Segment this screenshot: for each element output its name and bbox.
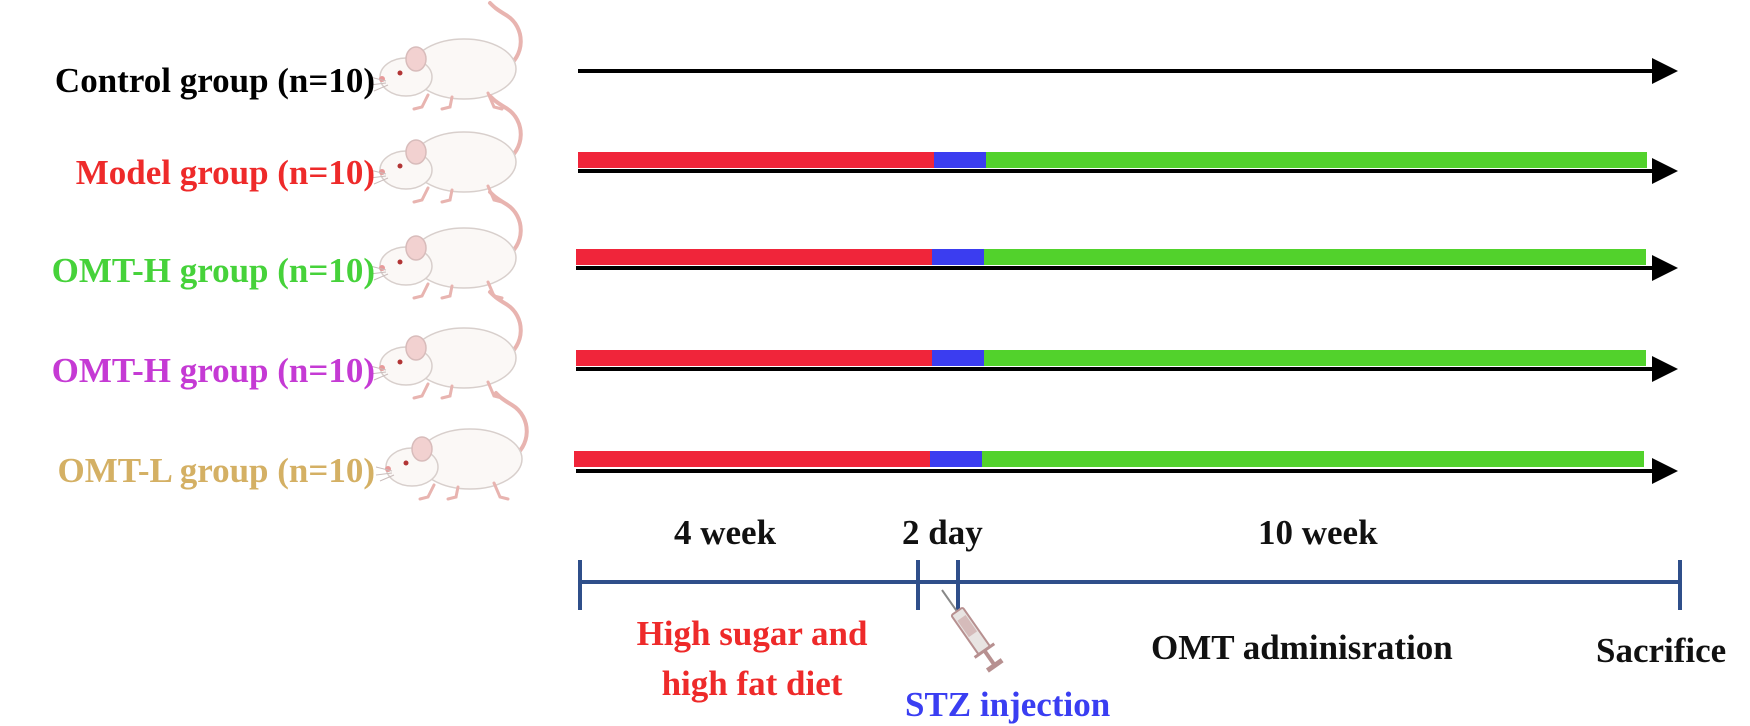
group-row-omt-l: [574, 451, 1678, 484]
rat-icon: [368, 190, 523, 300]
phase-label-omt: OMT adminisration: [1151, 628, 1453, 667]
arrowhead: [1652, 458, 1678, 484]
group-label-omt-h-1: OMT-H group (n=10): [51, 251, 375, 290]
rat-icon: [368, 290, 523, 400]
group-row-omt-h-1: [576, 249, 1678, 281]
duration-omt: 10 week: [1258, 513, 1378, 552]
group-row-control: [578, 58, 1678, 84]
phase-label-diet: High sugar and high fat diet: [636, 614, 868, 703]
rat-icon: [374, 391, 529, 501]
stz-bar: [932, 249, 984, 265]
group-label-omt-l: OMT-L group (n=10): [57, 451, 375, 490]
omt-bar: [982, 451, 1644, 467]
rat-icon: [368, 1, 523, 111]
diet-bar: [578, 152, 934, 168]
rat-icon: [368, 94, 523, 204]
arrowhead: [1652, 356, 1678, 382]
duration-diet: 4 week: [674, 513, 777, 552]
group-label-model: Model group (n=10): [75, 153, 375, 192]
phase-label-sacrifice: Sacrifice: [1596, 631, 1727, 670]
group-label-omt-h-2: OMT-H group (n=10): [51, 351, 375, 390]
time-scale: [578, 560, 1682, 610]
group-label-control: Control group (n=10): [54, 61, 375, 100]
omt-bar: [984, 350, 1646, 366]
arrowhead: [1652, 58, 1678, 84]
stz-bar: [934, 152, 986, 168]
diet-bar: [576, 249, 932, 265]
diet-bar: [576, 350, 932, 366]
phase-label-stz: STZ injection: [905, 685, 1111, 724]
stz-bar: [932, 350, 984, 366]
duration-stz: 2 day: [902, 513, 983, 552]
diet-bar: [574, 451, 930, 467]
syringe-icon: [941, 589, 1004, 673]
arrowhead: [1652, 255, 1678, 281]
group-row-model: [578, 152, 1678, 184]
omt-bar: [984, 249, 1646, 265]
omt-bar: [986, 152, 1647, 168]
group-row-omt-h-2: [576, 350, 1678, 382]
arrowhead: [1652, 158, 1678, 184]
stz-bar: [930, 451, 982, 467]
